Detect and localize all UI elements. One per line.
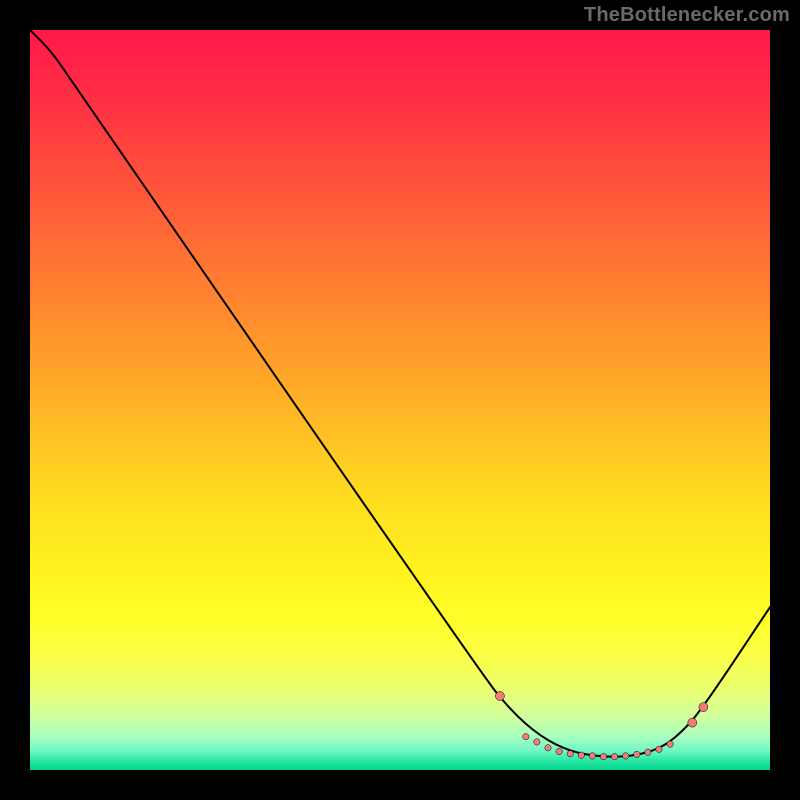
- curve-marker: [495, 692, 504, 701]
- curve-marker: [611, 753, 617, 759]
- curve-marker: [688, 718, 697, 727]
- curve-marker: [534, 739, 540, 745]
- curve-marker: [634, 751, 640, 757]
- chart-plot-area: [30, 30, 770, 770]
- bottleneck-curve-svg: [30, 30, 770, 770]
- curve-marker: [545, 745, 551, 751]
- curve-marker: [645, 749, 651, 755]
- curve-marker: [578, 752, 584, 758]
- curve-marker: [699, 703, 708, 712]
- curve-marker: [656, 746, 662, 752]
- curve-marker: [567, 751, 573, 757]
- curve-marker: [589, 753, 595, 759]
- gradient-background: [30, 30, 770, 770]
- curve-marker: [600, 753, 606, 759]
- watermark-text: TheBottlenecker.com: [584, 4, 790, 27]
- curve-marker: [667, 741, 673, 747]
- curve-marker: [623, 753, 629, 759]
- curve-marker: [556, 748, 562, 754]
- curve-marker: [523, 734, 529, 740]
